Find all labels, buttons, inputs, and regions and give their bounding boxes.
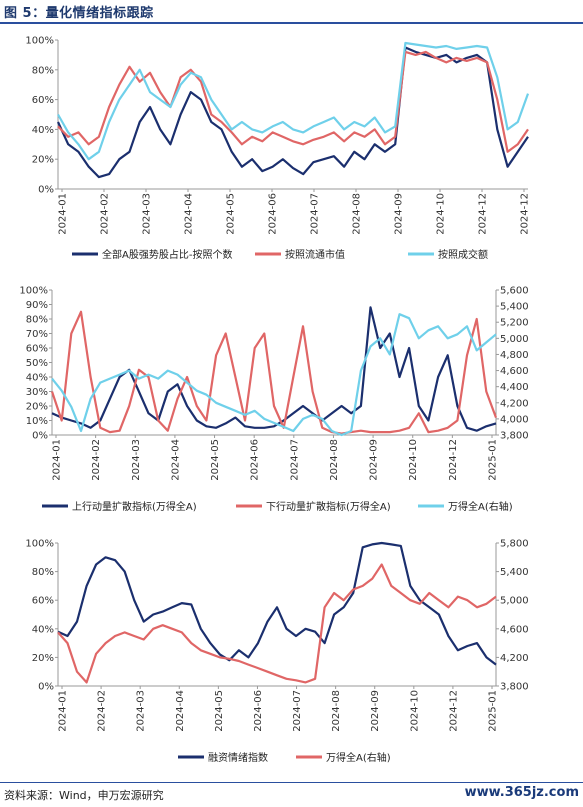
y2-tick-label: 4,200 bbox=[500, 653, 529, 664]
y-tick-label: 20% bbox=[32, 653, 54, 664]
y-tick-label: 80% bbox=[26, 315, 48, 326]
legend-label: 全部A股强势股占比-按照个数 bbox=[102, 248, 232, 261]
x-tick-label: 2024-08 bbox=[329, 439, 340, 481]
x-tick-label: 2024-02 bbox=[97, 690, 108, 732]
x-tick-label: 2024-12 bbox=[478, 193, 489, 235]
y-tick-label: 90% bbox=[26, 300, 48, 311]
x-tick-label: 2024-12 bbox=[448, 690, 459, 732]
y-tick-label: 30% bbox=[26, 387, 48, 398]
x-tick-label: 2024-03 bbox=[131, 439, 142, 481]
legend-label: 万得全A(右轴) bbox=[326, 751, 391, 764]
y-tick-label: 40% bbox=[32, 624, 54, 635]
x-tick-label: 2024-01 bbox=[58, 193, 69, 235]
x-tick-label: 2024-04 bbox=[170, 439, 181, 481]
x-tick-label: 2024-06 bbox=[268, 193, 279, 235]
x-tick-label: 2024-03 bbox=[142, 193, 153, 235]
x-tick-label: 2025-01 bbox=[488, 439, 499, 481]
y-tick-label: 60% bbox=[32, 95, 54, 106]
y-tick-label: 20% bbox=[32, 155, 54, 166]
x-tick-label: 2024-12 bbox=[520, 193, 531, 235]
y-tick-label: 40% bbox=[32, 125, 54, 136]
legend-label: 下行动量扩散指标(万得全A) bbox=[266, 500, 391, 513]
x-tick-label: 2024-10 bbox=[409, 690, 420, 732]
x-tick-label: 2024-07 bbox=[289, 439, 300, 481]
x-tick-label: 2024-07 bbox=[292, 690, 303, 732]
y2-tick-label: 4,600 bbox=[500, 624, 529, 635]
series-line-0 bbox=[56, 46, 529, 179]
x-tick-label: 2024-04 bbox=[175, 690, 186, 732]
x-tick-label: 2025-01 bbox=[488, 690, 499, 732]
x-tick-label: 2024-07 bbox=[310, 193, 321, 235]
y2-tick-label: 5,000 bbox=[500, 596, 529, 607]
y2-tick-label: 4,600 bbox=[500, 366, 529, 377]
x-tick-label: 2024-02 bbox=[91, 439, 102, 481]
x-tick-label: 2024-01 bbox=[52, 439, 63, 481]
y-tick-label: 100% bbox=[25, 539, 54, 550]
y2-tick-label: 5,000 bbox=[500, 334, 529, 345]
series-line-2 bbox=[57, 41, 530, 161]
watermark: www.365jz.com bbox=[464, 785, 579, 800]
y-tick-label: 60% bbox=[32, 596, 54, 607]
y-tick-label: 0% bbox=[38, 185, 54, 196]
x-tick-label: 2024-01 bbox=[58, 690, 69, 732]
legend-label: 上行动量扩散指标(万得全A) bbox=[72, 500, 197, 513]
source-note: 资料来源：Wind，申万宏源研究 bbox=[4, 789, 164, 802]
chart-momentum-diffusion: 0% 10% 20% 30% 40% 50% 60% 70% 80% 90% 100% 3,800 4,… bbox=[19, 286, 529, 514]
y2-tick-label: 4,200 bbox=[500, 398, 529, 409]
y-tick-label: 100% bbox=[25, 36, 54, 47]
y-tick-label: 10% bbox=[26, 416, 48, 427]
y-tick-label: 40% bbox=[26, 373, 48, 384]
y-tick-label: 20% bbox=[26, 402, 48, 413]
footer-divider bbox=[0, 782, 583, 783]
x-tick-label: 2024-10 bbox=[408, 439, 419, 481]
x-tick-label: 2024-03 bbox=[136, 690, 147, 732]
y2-tick-label: 5,400 bbox=[500, 302, 529, 313]
y2-tick-label: 5,200 bbox=[500, 318, 529, 329]
y2-tick-label: 4,800 bbox=[500, 350, 529, 361]
x-tick-label: 2024-09 bbox=[394, 193, 405, 235]
chart-financing-sentiment: 0% 20% 40% 60% 80% 100% 3,800 4,200 4,600 5,000 5,… bbox=[25, 539, 529, 765]
series-line-1 bbox=[50, 310, 498, 435]
y-tick-label: 0% bbox=[38, 682, 54, 693]
series-line-1 bbox=[57, 50, 529, 153]
y-tick-label: 80% bbox=[32, 567, 54, 578]
x-tick-label: 2024-05 bbox=[214, 690, 225, 732]
y2-tick-label: 5,600 bbox=[500, 286, 529, 297]
y2-tick-label: 5,400 bbox=[500, 567, 529, 578]
y-tick-label: 80% bbox=[32, 65, 54, 76]
y2-tick-label: 3,800 bbox=[500, 682, 529, 693]
y2-tick-label: 5,800 bbox=[500, 539, 529, 550]
legend-label: 融资情绪指数 bbox=[208, 751, 268, 764]
x-tick-label: 2024-08 bbox=[331, 690, 342, 732]
legend-label: 按照成交额 bbox=[438, 248, 488, 261]
x-tick-label: 2024-06 bbox=[250, 439, 261, 481]
x-tick-label: 2024-06 bbox=[253, 690, 264, 732]
y-tick-label: 50% bbox=[26, 358, 48, 369]
y-tick-label: 0% bbox=[32, 431, 48, 442]
series-line-1 bbox=[57, 563, 497, 684]
x-tick-label: 2024-09 bbox=[369, 439, 380, 481]
x-tick-label: 2024-02 bbox=[100, 193, 111, 235]
y-tick-label: 60% bbox=[26, 344, 48, 355]
title-divider bbox=[0, 22, 583, 24]
legend-label: 按照流通市值 bbox=[285, 248, 345, 261]
x-tick-label: 2024-09 bbox=[370, 690, 381, 732]
series-line-0 bbox=[57, 541, 497, 666]
series-line-2 bbox=[51, 313, 497, 437]
x-tick-label: 2024-12 bbox=[448, 439, 459, 481]
series-line-0 bbox=[51, 306, 497, 432]
y2-tick-label: 4,400 bbox=[500, 382, 529, 393]
y-tick-label: 100% bbox=[19, 286, 48, 297]
x-tick-label: 2024-04 bbox=[184, 193, 195, 235]
figure-title: 图 5：量化情绪指标跟踪 bbox=[4, 6, 154, 21]
chart-strong-stocks: 0% 20% 40% 60% 80% 100% 2024-01 2024-02 2024-03 2… bbox=[25, 36, 531, 262]
x-tick-label: 2024-08 bbox=[352, 193, 363, 235]
legend-label: 万得全A(右轴) bbox=[448, 500, 513, 513]
y2-tick-label: 4,000 bbox=[500, 414, 529, 425]
x-tick-label: 2024-05 bbox=[210, 439, 221, 481]
y2-tick-label: 3,800 bbox=[500, 431, 529, 442]
x-tick-label: 2024-10 bbox=[436, 193, 447, 235]
x-tick-label: 2024-05 bbox=[226, 193, 237, 235]
y-tick-label: 70% bbox=[26, 329, 48, 340]
